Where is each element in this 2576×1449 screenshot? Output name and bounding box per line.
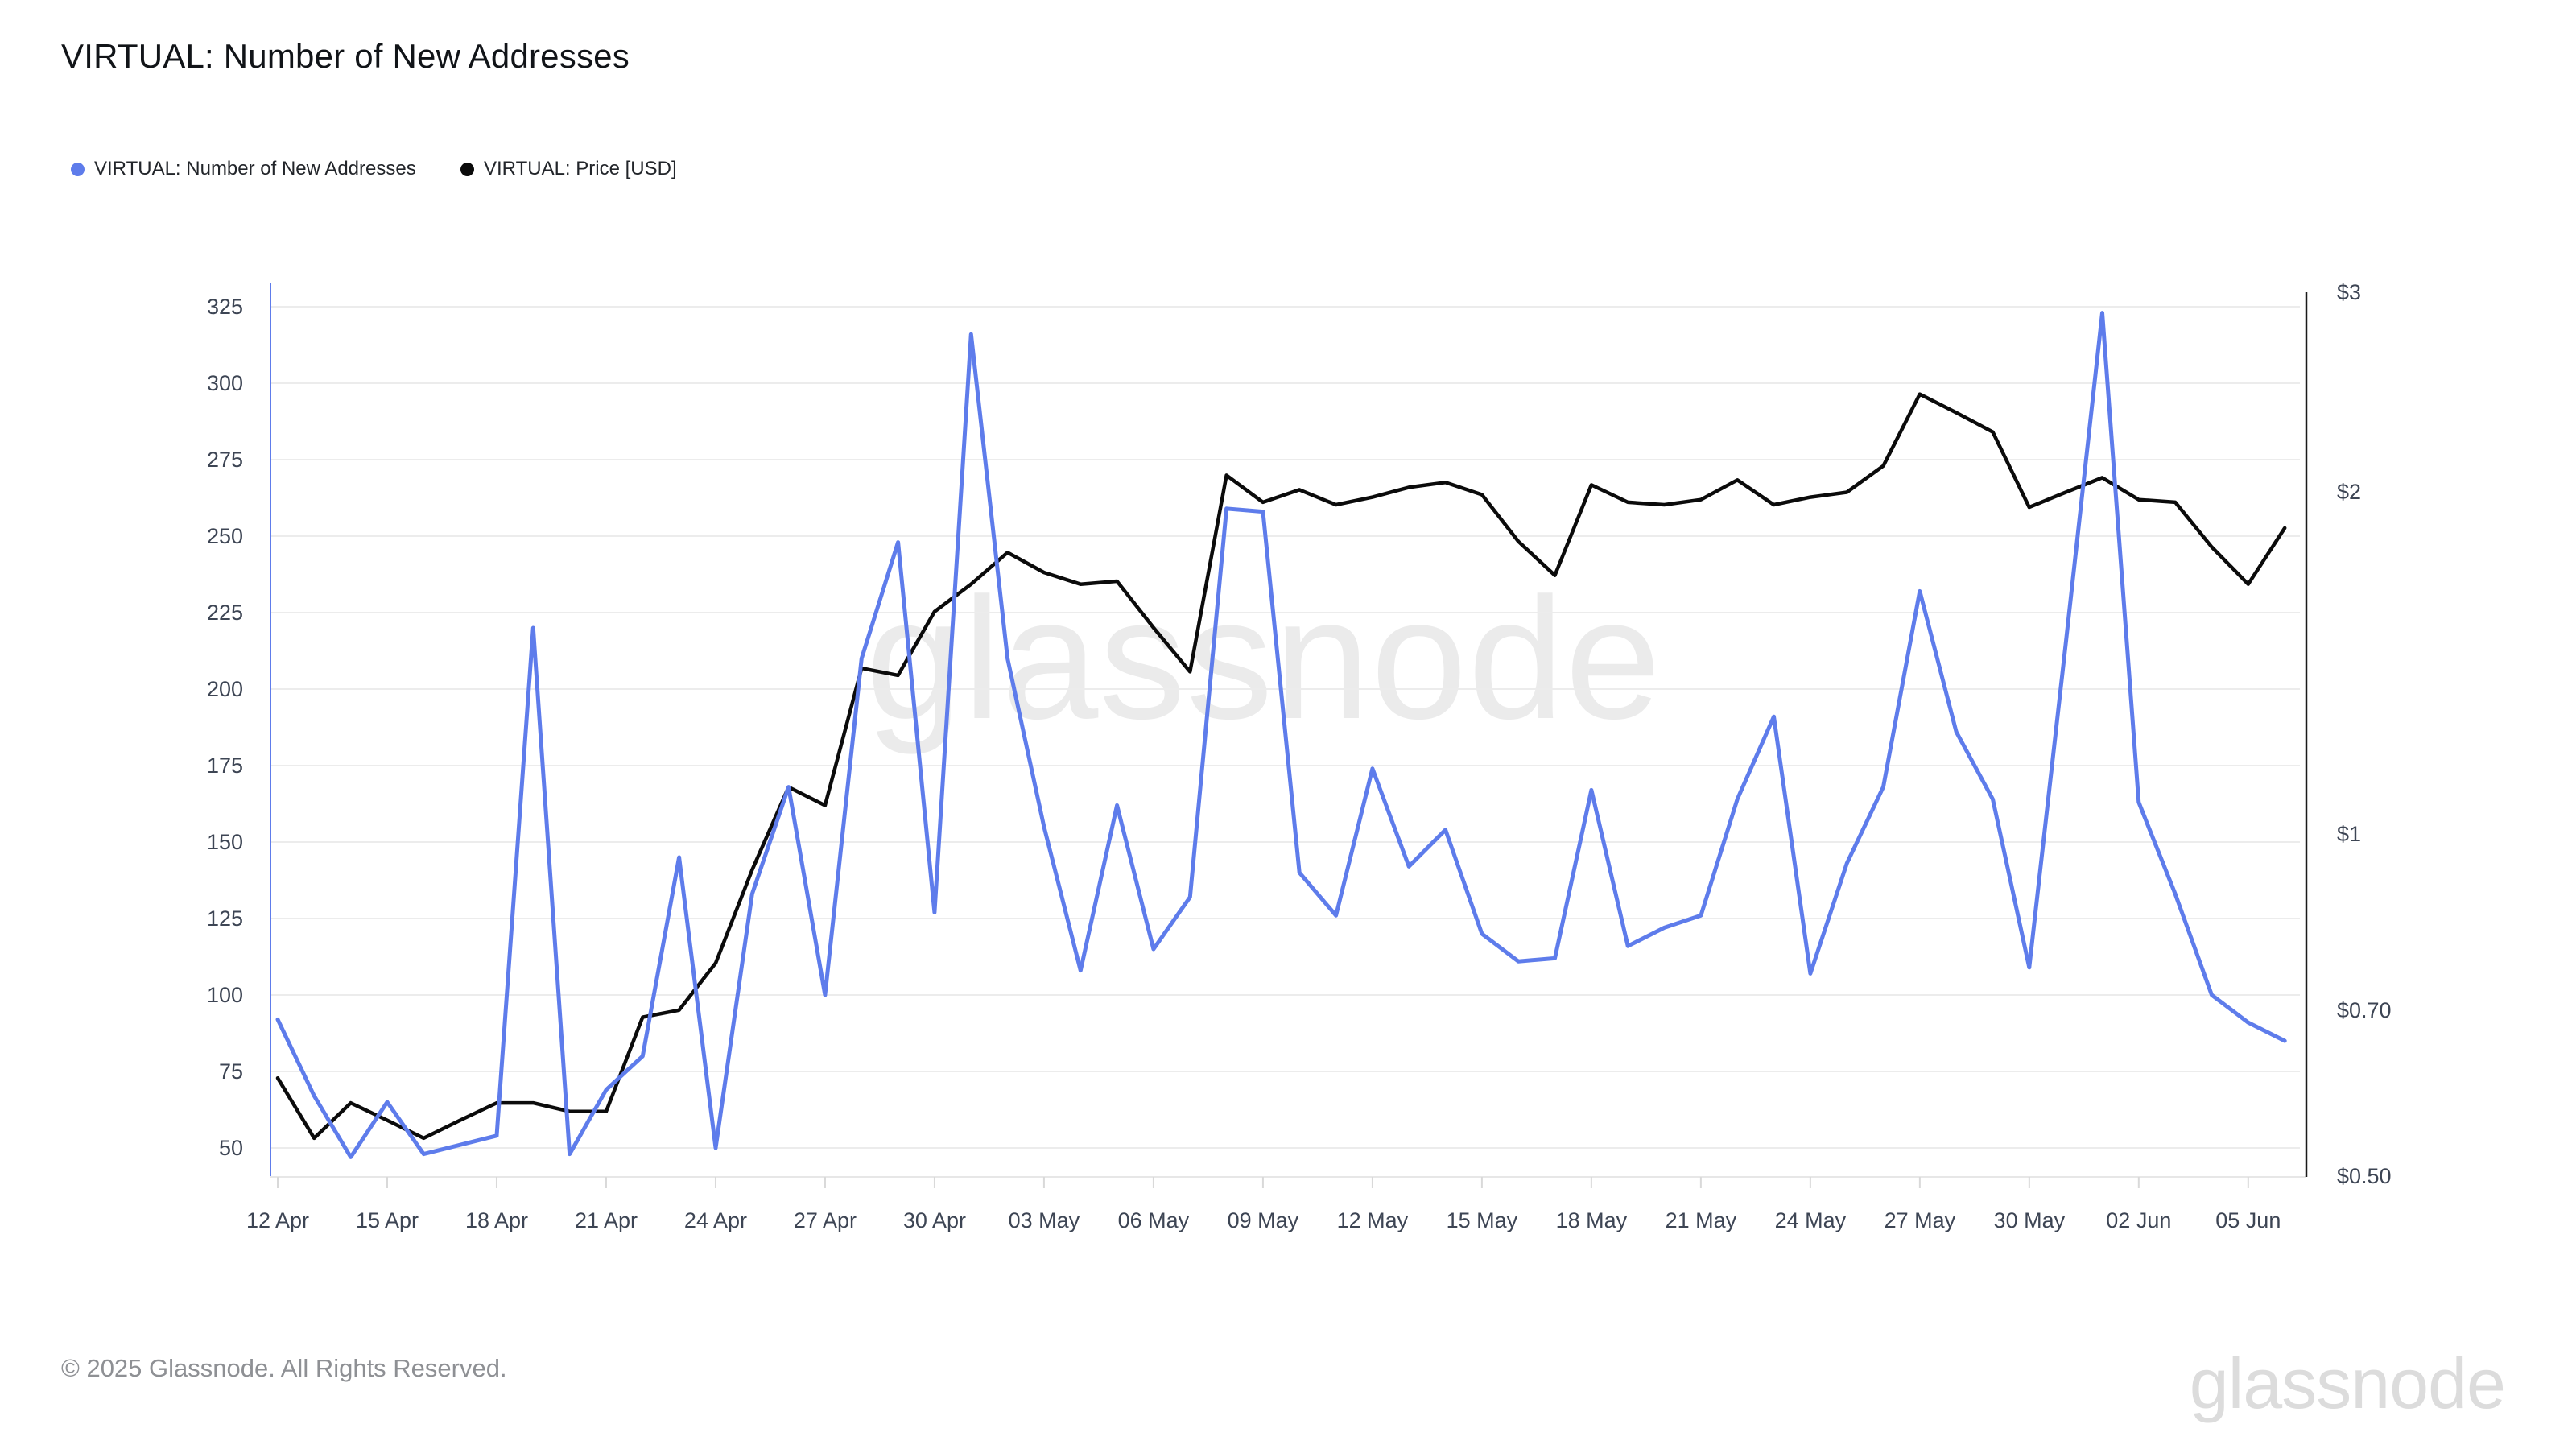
x-axis-label: 24 Apr xyxy=(683,1208,747,1232)
y-axis-label-right: $2 xyxy=(2337,480,2362,505)
legend-dot-new-addresses xyxy=(71,162,85,176)
y-axis-label-right: $0.70 xyxy=(2337,997,2392,1022)
x-tick-marks xyxy=(277,1177,2249,1188)
y-axis-label-right: $0.50 xyxy=(2337,1164,2392,1189)
legend-item-new-addresses[interactable]: VIRTUAL: Number of New Addresses xyxy=(71,158,416,180)
legend-label-price: VIRTUAL: Price [USD] xyxy=(484,158,677,180)
legend-dot-price xyxy=(460,162,474,176)
x-axis-label: 30 May xyxy=(1993,1208,2066,1232)
x-axis-label: 21 Apr xyxy=(574,1208,638,1232)
y-axis-label-left: 50 xyxy=(218,1136,243,1160)
price-line-series[interactable] xyxy=(275,392,2287,1141)
copyright-text: © 2025 Glassnode. All Rights Reserved. xyxy=(61,1354,507,1382)
y-axis-label-left: 275 xyxy=(206,448,243,472)
page-title: VIRTUAL: Number of New Addresses xyxy=(61,37,630,75)
x-axis-label: 12 May xyxy=(1336,1208,1409,1232)
x-axis-label: 09 May xyxy=(1227,1208,1299,1232)
x-axis-label: 27 Apr xyxy=(793,1208,857,1232)
x-axis-label: 02 Jun xyxy=(2106,1208,2172,1232)
x-axis-label: 06 May xyxy=(1117,1208,1190,1232)
x-axis-label: 15 Apr xyxy=(355,1208,419,1232)
y-axis-label-left: 175 xyxy=(206,753,243,778)
x-axis-label: 21 May xyxy=(1665,1208,1737,1232)
x-axis-label: 12 Apr xyxy=(246,1208,310,1232)
y-axis-label-left: 225 xyxy=(206,601,243,625)
x-axis-label: 18 Apr xyxy=(464,1208,528,1232)
y-axis-label-left: 100 xyxy=(206,983,243,1007)
y-axis-label-left: 250 xyxy=(206,524,243,548)
x-axis-label: 18 May xyxy=(1555,1208,1628,1232)
x-axis-label: 30 Apr xyxy=(902,1208,966,1232)
legend-item-price[interactable]: VIRTUAL: Price [USD] xyxy=(460,158,677,180)
y-axis-label-left: 125 xyxy=(206,906,243,931)
y-axis-label-left: 200 xyxy=(206,677,243,701)
glassnode-watermark-corner: glassnode xyxy=(2189,1344,2506,1423)
x-axis-label: 27 May xyxy=(1884,1208,1956,1232)
x-axis-label: 03 May xyxy=(1008,1208,1080,1232)
x-axis-label: 15 May xyxy=(1446,1208,1518,1232)
y-axis-label-left: 325 xyxy=(206,295,243,319)
y-axis-label-left: 300 xyxy=(206,371,243,395)
y-axis-label-right: $1 xyxy=(2337,822,2362,847)
x-axis-label: 05 Jun xyxy=(2215,1208,2281,1232)
x-axis-label: 24 May xyxy=(1774,1208,1847,1232)
y-axis-label-left: 75 xyxy=(218,1059,243,1084)
gridlines xyxy=(270,306,2300,1149)
new-addresses-line-series[interactable] xyxy=(275,311,2287,1159)
legend-label-new-addresses: VIRTUAL: Number of New Addresses xyxy=(94,158,416,180)
chart-legend: VIRTUAL: Number of New Addresses VIRTUAL… xyxy=(0,158,2576,190)
y-axis-label-right: $3 xyxy=(2337,280,2362,304)
y-axis-label-left: 150 xyxy=(206,830,243,854)
